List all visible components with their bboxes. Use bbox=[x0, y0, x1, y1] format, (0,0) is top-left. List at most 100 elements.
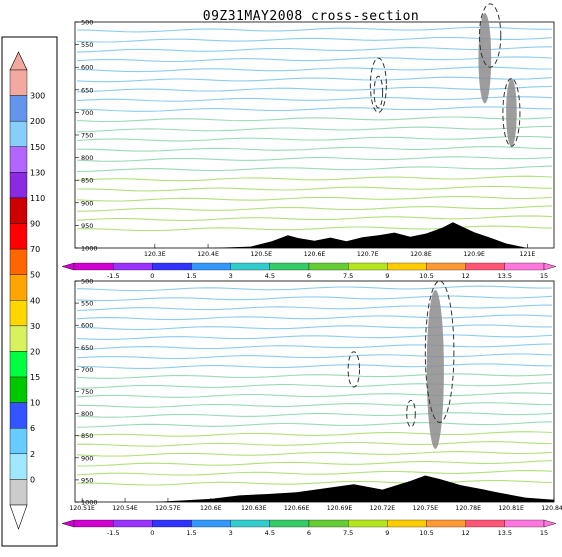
h-colorbar-label: 4.5 bbox=[265, 529, 275, 537]
h-colorbar-swatch bbox=[113, 519, 153, 528]
h-colorbar-label: 4.5 bbox=[265, 272, 275, 280]
left-colorbar-label: 90 bbox=[30, 220, 40, 229]
left-colorbar-swatch bbox=[9, 479, 28, 506]
dashed-contour bbox=[478, 3, 502, 68]
top-y-axis: 500 550 600 650 700 750 800 850 900 950 1000 bbox=[75, 19, 98, 253]
left-colorbar-label: 30 bbox=[30, 322, 40, 331]
wind-contour-line bbox=[76, 156, 553, 162]
h-colorbar-label: 9 bbox=[385, 272, 389, 280]
bottom-cloud-shading bbox=[426, 289, 444, 449]
h-colorbar-label: 1.5 bbox=[186, 529, 196, 537]
wind-contour-line bbox=[76, 334, 553, 340]
h-colorbar-swatch bbox=[308, 519, 349, 528]
left-colorbar-label: 130 bbox=[30, 168, 45, 177]
wind-contour-line bbox=[76, 451, 553, 457]
y-tick-label: 600 bbox=[81, 64, 93, 72]
bottom-panel-frame bbox=[74, 280, 555, 503]
h-colorbar-label: 15 bbox=[540, 272, 548, 280]
left-colorbar-label: 6 bbox=[30, 424, 35, 433]
left-colorbar-label: 300 bbox=[30, 92, 45, 101]
x-tick-label: 120.8E bbox=[410, 251, 432, 258]
y-tick-label: 700 bbox=[81, 366, 93, 374]
dashed-contour bbox=[347, 351, 361, 388]
wind-contour-line bbox=[76, 479, 553, 486]
left-colorbar-label: 15 bbox=[30, 373, 40, 382]
y-tick-label: 500 bbox=[81, 278, 93, 286]
wind-contour-line bbox=[76, 353, 553, 360]
wind-contour-line bbox=[76, 106, 553, 112]
y-tick-label: 950 bbox=[81, 476, 93, 484]
x-tick-label: 120.6E bbox=[304, 251, 326, 258]
h-colorbar-swatch bbox=[348, 262, 388, 271]
wind-contour-line bbox=[76, 66, 552, 73]
left-colorbar-swatch bbox=[9, 95, 28, 122]
dashed-contour bbox=[369, 57, 387, 113]
y-tick-label: 1000 bbox=[81, 245, 98, 253]
x-tick-label: 120.78E bbox=[455, 505, 481, 512]
h-colorbar-swatch bbox=[152, 519, 192, 528]
left-colorbar-label: 20 bbox=[30, 347, 40, 356]
wind-contour-line bbox=[76, 85, 553, 93]
h-colorbar-label: 13.5 bbox=[498, 529, 512, 537]
wind-contour-line bbox=[76, 470, 553, 476]
top-terrain bbox=[75, 222, 554, 248]
h-colorbar-swatch bbox=[504, 519, 545, 528]
y-tick-label: 850 bbox=[81, 432, 93, 440]
h-colorbar-label: 0 bbox=[150, 272, 154, 280]
wind-contour-line bbox=[76, 304, 553, 312]
x-tick-label: 120.3E bbox=[144, 251, 166, 258]
x-tick-label: 120.63E bbox=[241, 505, 267, 512]
h-colorbar-label: 9 bbox=[385, 529, 389, 537]
cloud-shading bbox=[506, 78, 517, 147]
wind-contour-line bbox=[76, 205, 553, 212]
wind-contour-line bbox=[76, 285, 553, 292]
y-tick-label: 850 bbox=[81, 177, 93, 185]
left-colorbar-swatch bbox=[9, 300, 28, 327]
wind-contour-line bbox=[77, 460, 553, 467]
left-colorbar-swatch bbox=[9, 248, 28, 275]
wind-contour-line bbox=[76, 125, 553, 133]
h-colorbar-label: 10.5 bbox=[419, 529, 433, 537]
x-tick-label: 120.57E bbox=[155, 505, 181, 512]
y-tick-label: 600 bbox=[81, 322, 93, 330]
left-colorbar-swatch bbox=[9, 402, 28, 429]
wind-contour-line bbox=[76, 412, 553, 418]
h-colorbar-swatch bbox=[191, 519, 231, 528]
dashed-contour bbox=[373, 75, 384, 109]
bottom-x-axis: 120.51E 120.54E 120.57E 120.6E 120.63E 120.66… bbox=[69, 498, 562, 512]
top-panel-frame bbox=[74, 21, 555, 249]
dashed-contour bbox=[424, 280, 455, 423]
h-colorbar-swatch bbox=[387, 262, 427, 271]
left-colorbar-swatch bbox=[9, 351, 28, 378]
left-colorbar-swatch bbox=[9, 428, 28, 455]
h-colorbar-label: 13.5 bbox=[498, 272, 512, 280]
x-tick-label: 120.66E bbox=[284, 505, 310, 512]
left-colorbar-swatch bbox=[9, 453, 28, 480]
wind-contour-line bbox=[76, 324, 552, 331]
y-tick-label: 1000 bbox=[81, 499, 98, 507]
h-colorbar-swatch bbox=[504, 262, 545, 271]
wind-contour-line bbox=[76, 96, 553, 102]
x-tick-label: 120.5E bbox=[250, 251, 272, 258]
left-colorbar-swatch bbox=[9, 325, 28, 352]
bottom-dashed-contours bbox=[347, 280, 455, 428]
left-colorbar-label: 110 bbox=[30, 194, 45, 203]
x-tick-label: 121E bbox=[520, 251, 536, 258]
left-colorbar-label: 50 bbox=[30, 271, 40, 280]
h-colorbar-swatch bbox=[308, 262, 349, 271]
wind-contour-line bbox=[76, 185, 553, 192]
triangle-sideways-icon bbox=[61, 519, 75, 528]
left-colorbar-label: 40 bbox=[30, 296, 40, 305]
left-colorbar-label: 150 bbox=[30, 143, 45, 152]
h-colorbar-swatch bbox=[387, 519, 427, 528]
left-colorbar-swatch bbox=[9, 197, 28, 224]
wind-contour-line bbox=[76, 135, 553, 142]
h-colorbar-label: 0 bbox=[150, 529, 154, 537]
triangle-sideways-icon bbox=[543, 262, 557, 271]
figure-title: 09Z31MAY2008 cross-section bbox=[203, 9, 420, 24]
h-colorbar-swatch bbox=[426, 519, 466, 528]
wind-contour-line bbox=[76, 116, 553, 123]
y-tick-label: 700 bbox=[81, 109, 93, 117]
dashed-contour bbox=[502, 78, 521, 147]
h-colorbar-swatch bbox=[73, 262, 114, 271]
